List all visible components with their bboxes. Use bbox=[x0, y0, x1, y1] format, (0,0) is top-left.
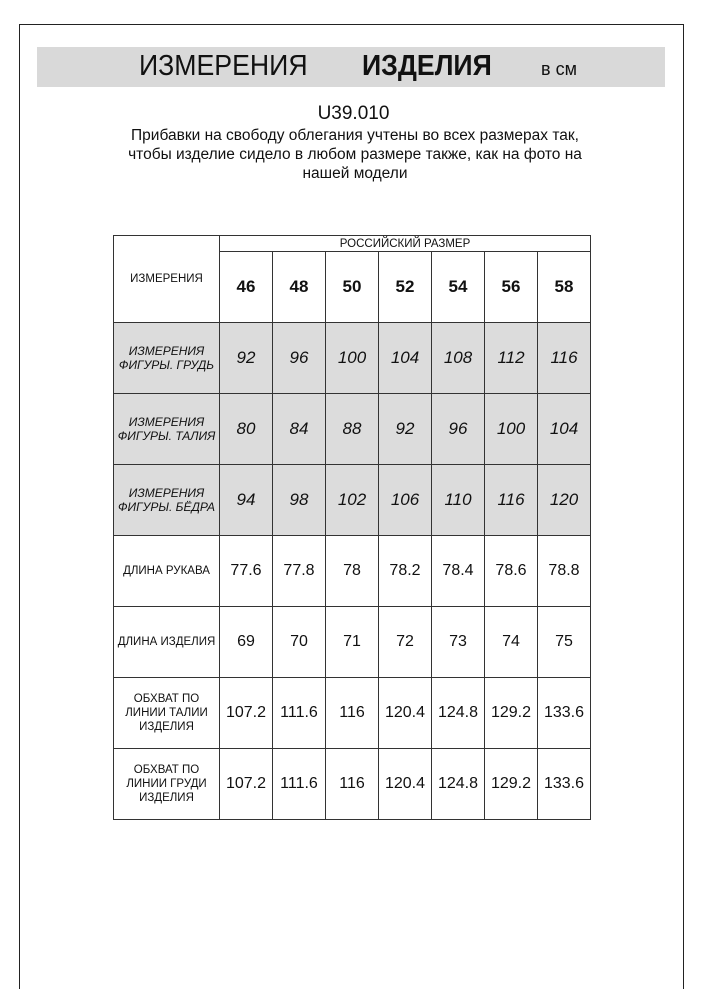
table-cell: 71 bbox=[325, 606, 379, 678]
table-cell: 120.4 bbox=[378, 677, 432, 749]
table-row: ИЗМЕРЕНИЯ ФИГУРЫ. ГРУДЬ 92 96 100 104 108 112 11… bbox=[113, 322, 591, 394]
row-label-line: ИЗДЕЛИЯ bbox=[139, 721, 194, 733]
table-cell: 72 bbox=[378, 606, 432, 678]
row-label: ОБХВАТ ПО ЛИНИИ ТАЛИИ ИЗДЕЛИЯ bbox=[113, 677, 220, 749]
table-cell: 129.2 bbox=[484, 677, 538, 749]
table-cell: 110 bbox=[431, 464, 485, 536]
table-cell: 111.6 bbox=[272, 748, 326, 820]
product-code: U39.010 bbox=[317, 103, 390, 124]
table-row: ДЛИНА ИЗДЕЛИЯ 69 70 71 72 73 74 75 bbox=[113, 606, 591, 678]
table-cell: 124.8 bbox=[431, 677, 485, 749]
table-cell: 116 bbox=[484, 464, 538, 536]
table-cell: 92 bbox=[219, 322, 273, 394]
table-cell: 69 bbox=[219, 606, 273, 678]
table-cell: 111.6 bbox=[272, 677, 326, 749]
size-header: 50 bbox=[325, 251, 379, 323]
size-header: 48 bbox=[272, 251, 326, 323]
table-row: ИЗМЕРЕНИЯ ФИГУРЫ. БЁДРА 94 98 102 106 110 116 12… bbox=[113, 464, 591, 536]
title-unit: в см bbox=[541, 59, 577, 79]
table-cell: 88 bbox=[325, 393, 379, 465]
table-row: ОБХВАТ ПО ЛИНИИ ГРУДИ ИЗДЕЛИЯ 107.2 111.6 116… bbox=[113, 748, 591, 820]
table-row: ДЛИНА РУКАВА 77.6 77.8 78 78.2 78.4 78.6 78.8 bbox=[113, 535, 591, 607]
row-label-line: ФИГУРЫ. ТАЛИЯ bbox=[117, 429, 216, 443]
size-header: 58 bbox=[537, 251, 591, 323]
table-cell: 78 bbox=[325, 535, 379, 607]
table-cell: 129.2 bbox=[484, 748, 538, 820]
table-cell: 120 bbox=[537, 464, 591, 536]
row-label-line: ЛИНИИ ГРУДИ bbox=[126, 778, 207, 790]
table-cell: 100 bbox=[484, 393, 538, 465]
table-cell: 107.2 bbox=[219, 748, 273, 820]
page-frame bbox=[19, 24, 684, 989]
table-cell: 100 bbox=[325, 322, 379, 394]
table-cell: 116 bbox=[325, 677, 379, 749]
row-label-line: ИЗМЕРЕНИЯ bbox=[128, 415, 205, 429]
row-label-line: ИЗМЕРЕНИЯ bbox=[128, 344, 205, 358]
row-label: ДЛИНА ИЗДЕЛИЯ bbox=[113, 606, 220, 678]
size-header: 56 bbox=[484, 251, 538, 323]
row-label: ОБХВАТ ПО ЛИНИИ ГРУДИ ИЗДЕЛИЯ bbox=[113, 748, 220, 820]
table-cell: 107.2 bbox=[219, 677, 273, 749]
table-cell: 92 bbox=[378, 393, 432, 465]
corner-label: ИЗМЕРЕНИЯ bbox=[113, 235, 220, 323]
table-cell: 80 bbox=[219, 393, 273, 465]
table-cell: 77.6 bbox=[219, 535, 273, 607]
table-cell: 102 bbox=[325, 464, 379, 536]
table-cell: 70 bbox=[272, 606, 326, 678]
row-label-line: ДЛИНА РУКАВА bbox=[123, 565, 210, 577]
table-cell: 104 bbox=[378, 322, 432, 394]
table-cell: 78.4 bbox=[431, 535, 485, 607]
table-cell: 78.2 bbox=[378, 535, 432, 607]
note-line: чтобы изделие сидело в любом размере так… bbox=[128, 146, 582, 163]
table-cell: 133.6 bbox=[537, 677, 591, 749]
table-cell: 84 bbox=[272, 393, 326, 465]
table-cell: 94 bbox=[219, 464, 273, 536]
table-cell: 116 bbox=[325, 748, 379, 820]
row-label: ИЗМЕРЕНИЯ ФИГУРЫ. ГРУДЬ bbox=[113, 322, 220, 394]
row-label-line: ИЗМЕРЕНИЯ bbox=[128, 486, 205, 500]
table-row: ИЗМЕРЕНИЯ ФИГУРЫ. ТАЛИЯ 80 84 88 92 96 100 104 bbox=[113, 393, 591, 465]
table-row: ОБХВАТ ПО ЛИНИИ ТАЛИИ ИЗДЕЛИЯ 107.2 111.6 116… bbox=[113, 677, 591, 749]
table-cell: 106 bbox=[378, 464, 432, 536]
table-cell: 78.6 bbox=[484, 535, 538, 607]
table-cell: 108 bbox=[431, 322, 485, 394]
fit-note: Прибавки на свободу облегания учтены во … bbox=[110, 126, 600, 183]
table-cell: 112 bbox=[484, 322, 538, 394]
table-cell: 104 bbox=[537, 393, 591, 465]
table-cell: 74 bbox=[484, 606, 538, 678]
note-line: Прибавки на свободу облегания учтены во … bbox=[131, 127, 579, 144]
table-cell: 98 bbox=[272, 464, 326, 536]
row-label-line: ОБХВАТ ПО bbox=[133, 693, 200, 705]
table-cell: 75 bbox=[537, 606, 591, 678]
row-label-line: ФИГУРЫ. ГРУДЬ bbox=[118, 358, 215, 372]
title-band bbox=[37, 47, 665, 87]
table-cell: 116 bbox=[537, 322, 591, 394]
row-label-line: ДЛИНА ИЗДЕЛИЯ bbox=[117, 636, 216, 648]
size-header: 46 bbox=[219, 251, 273, 323]
row-label-line: ФИГУРЫ. БЁДРА bbox=[118, 500, 215, 514]
row-label-line: ЛИНИИ ТАЛИИ bbox=[125, 707, 208, 719]
table-cell: 73 bbox=[431, 606, 485, 678]
row-label: ДЛИНА РУКАВА bbox=[113, 535, 220, 607]
table-cell: 77.8 bbox=[272, 535, 326, 607]
row-label: ИЗМЕРЕНИЯ ФИГУРЫ. БЁДРА bbox=[113, 464, 220, 536]
table-cell: 96 bbox=[431, 393, 485, 465]
title-regular: ИЗМЕРЕНИЯ bbox=[139, 50, 308, 82]
size-table: ИЗМЕРЕНИЯ РОССИЙСКИЙ РАЗМЕР 46 48 50 52 54 56… bbox=[113, 235, 591, 820]
table-cell: 120.4 bbox=[378, 748, 432, 820]
table-cell: 133.6 bbox=[537, 748, 591, 820]
row-label-line: ИЗДЕЛИЯ bbox=[139, 792, 194, 804]
table-cell: 96 bbox=[272, 322, 326, 394]
size-group-header: РОССИЙСКИЙ РАЗМЕР bbox=[219, 235, 591, 252]
size-header: 54 bbox=[431, 251, 485, 323]
table-cell: 78.8 bbox=[537, 535, 591, 607]
row-label-line: ОБХВАТ ПО bbox=[133, 764, 200, 776]
note-line: нашей модели bbox=[302, 165, 408, 182]
size-header: 52 bbox=[378, 251, 432, 323]
row-label: ИЗМЕРЕНИЯ ФИГУРЫ. ТАЛИЯ bbox=[113, 393, 220, 465]
title-bold: ИЗДЕЛИЯ bbox=[362, 50, 492, 82]
table-cell: 124.8 bbox=[431, 748, 485, 820]
